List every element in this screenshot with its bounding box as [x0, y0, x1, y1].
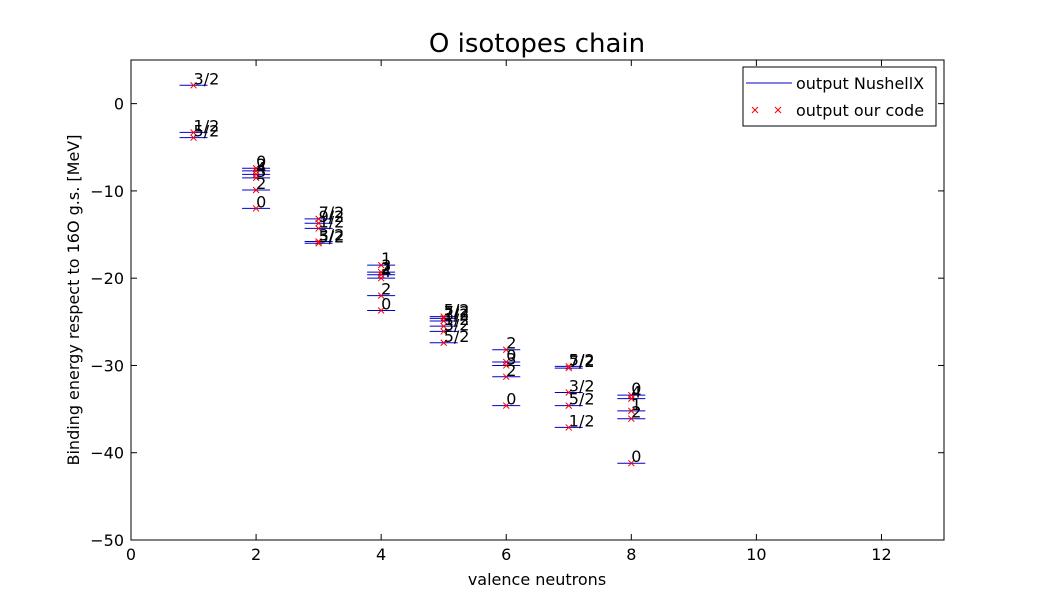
level-label: 3/2: [444, 305, 470, 324]
our-code-marker: [190, 81, 197, 89]
level-label: 0: [631, 447, 641, 466]
level-label: 4: [256, 158, 266, 177]
level-label: 7/2: [569, 352, 595, 371]
our-code-marker: [377, 261, 385, 269]
level-label: 3/2: [444, 315, 470, 334]
our-code-marker: [377, 307, 385, 314]
our-code-marker: [440, 339, 448, 347]
our-code-marker: [252, 186, 260, 194]
our-code-marker: [440, 317, 448, 325]
our-code-marker: [377, 292, 385, 299]
level-label: 5/2: [569, 390, 595, 409]
our-code-marker: [502, 362, 510, 369]
x-tick-label: 0: [126, 545, 136, 564]
y-tick-label: −40: [90, 444, 124, 463]
plot-frame: [130, 59, 945, 541]
y-tick-label: −20: [90, 269, 124, 288]
level-label: 4: [631, 383, 641, 402]
our-code-marker: [565, 389, 573, 396]
level-label: 3: [381, 256, 391, 275]
y-tick-label: 0: [114, 95, 124, 114]
chart-title: O isotopes chain: [429, 29, 645, 59]
legend: output NushellX output our code: [742, 66, 937, 127]
level-label: 2: [506, 334, 516, 353]
level-label: 2: [256, 155, 266, 174]
level-label: 0: [256, 152, 266, 171]
y-tick-label: −30: [90, 356, 124, 375]
our-code-marker: [190, 129, 197, 136]
x-tick-label: 8: [626, 545, 636, 564]
our-code-marker: [190, 134, 197, 142]
level-label: 1: [631, 395, 641, 414]
our-code-marker: [252, 174, 260, 182]
level-label: 3/2: [319, 226, 345, 245]
our-code-marker: [627, 395, 635, 402]
level-label: 0: [506, 346, 516, 365]
y-axis-label: Binding energy respect to 16O g.s. [MeV]: [64, 135, 83, 466]
level-label: 2: [381, 280, 391, 299]
level-label: 5/2: [319, 227, 345, 246]
level-label: 7/2: [319, 203, 345, 222]
our-code-marker: [315, 239, 322, 247]
level-label: 3/2: [194, 69, 220, 88]
level-label: 7/2: [444, 302, 470, 321]
level-label: 5/2: [444, 301, 470, 320]
level-label: 1/2: [569, 411, 595, 430]
level-label: 2: [631, 403, 641, 422]
our-code-marker: [565, 402, 573, 409]
our-code-marker: [627, 407, 635, 415]
plot-area: 0 2 4 6 8 10 120−10−20−30−40−503/21/25/2024320…: [90, 59, 945, 564]
legend-label: output NushellX: [796, 74, 924, 93]
our-code-marker: [252, 205, 260, 212]
level-label: 5/2: [194, 122, 220, 141]
legend-x-swatch: [751, 106, 759, 114]
our-code-marker: [627, 459, 635, 467]
legend-box: [742, 66, 937, 127]
level-label: 2: [256, 174, 266, 193]
our-code-marker: [627, 415, 635, 423]
level-label: 9/2: [319, 207, 345, 226]
level-label: 4: [381, 262, 391, 281]
y-tick-label: −10: [90, 182, 124, 201]
level-label: 3: [506, 349, 516, 368]
level-label: 1/2: [319, 212, 345, 231]
our-code-marker: [315, 219, 322, 227]
x-tick-label: 2: [251, 545, 261, 564]
our-code-marker: [377, 268, 385, 276]
our-code-marker: [565, 364, 573, 372]
level-label: 5/2: [444, 327, 470, 346]
level-label: 3: [256, 162, 266, 181]
level-label: 1: [381, 249, 391, 268]
our-code-marker: [502, 402, 510, 409]
level-label: 2: [506, 361, 516, 380]
our-code-marker: [252, 164, 260, 172]
level-label: 0: [506, 390, 516, 409]
legend-x-swatch: [774, 106, 782, 114]
x-tick-label: 10: [746, 545, 766, 564]
x-axis-label: valence neutrons: [468, 570, 606, 589]
our-code-marker: [502, 373, 510, 381]
level-label: 1/2: [194, 116, 220, 135]
level-label: 5/2: [569, 350, 595, 369]
x-tick-label: 4: [376, 545, 386, 564]
y-tick-label: −50: [90, 531, 124, 550]
level-label: 0: [381, 294, 391, 313]
our-code-marker: [315, 225, 322, 232]
level-label: 1/2: [444, 310, 470, 329]
legend-label: output our code: [796, 101, 924, 120]
level-label: 0: [256, 192, 266, 211]
our-code-marker: [377, 274, 385, 282]
our-code-marker: [440, 328, 448, 335]
x-tick-label: 6: [501, 545, 511, 564]
level-label: 2: [381, 259, 391, 278]
level-label: 0: [631, 379, 641, 398]
our-code-marker: [565, 424, 573, 431]
our-code-marker: [502, 346, 510, 354]
level-label: 3/2: [569, 377, 595, 396]
our-code-marker: [440, 322, 448, 330]
our-code-marker: [440, 314, 448, 322]
x-tick-label: 12: [871, 545, 891, 564]
